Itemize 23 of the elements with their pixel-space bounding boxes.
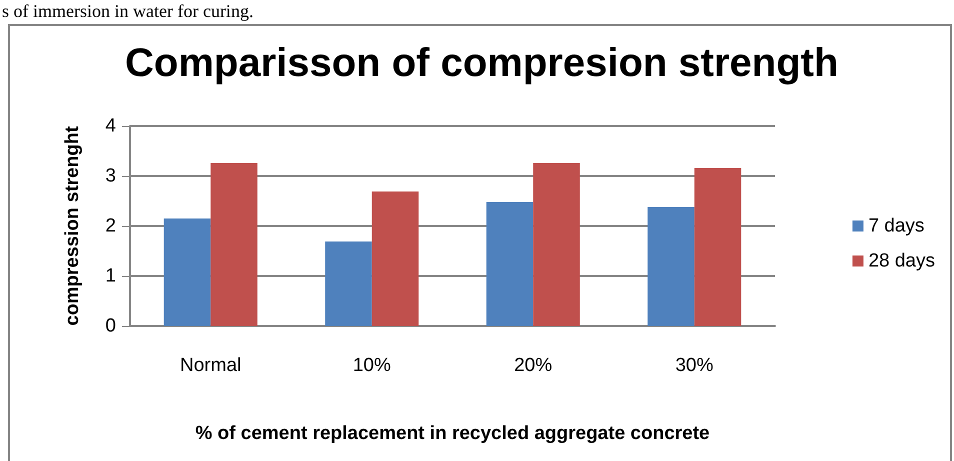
bar	[694, 168, 742, 326]
y-tick-label: 4	[105, 116, 116, 136]
x-axis-title: % of cement replacement in recycled aggregate concrete	[195, 423, 710, 444]
x-tick-label: 30%	[675, 355, 714, 376]
bar	[533, 163, 580, 326]
y-tick-label: 3	[105, 166, 116, 186]
y-axis-title: compression strenght	[62, 126, 83, 326]
bar	[648, 207, 694, 326]
x-tick-label: Normal	[180, 355, 242, 376]
x-tick-label: 10%	[352, 355, 391, 376]
bar	[325, 242, 372, 326]
legend-label: 28 days	[868, 250, 935, 272]
bar	[210, 163, 258, 326]
y-tick-label: 0	[105, 316, 116, 336]
legend-label: 7 days	[868, 216, 924, 236]
x-tick-label: 20%	[514, 355, 552, 376]
y-tick-label: 2	[105, 216, 116, 236]
bar	[486, 202, 534, 326]
bar	[372, 192, 419, 326]
y-tick-label: 1	[105, 266, 116, 286]
chart-title: Comparisson of compresion strength	[125, 41, 838, 85]
text: s of immersion in water for curing.	[2, 0, 254, 22]
bar	[164, 218, 211, 326]
